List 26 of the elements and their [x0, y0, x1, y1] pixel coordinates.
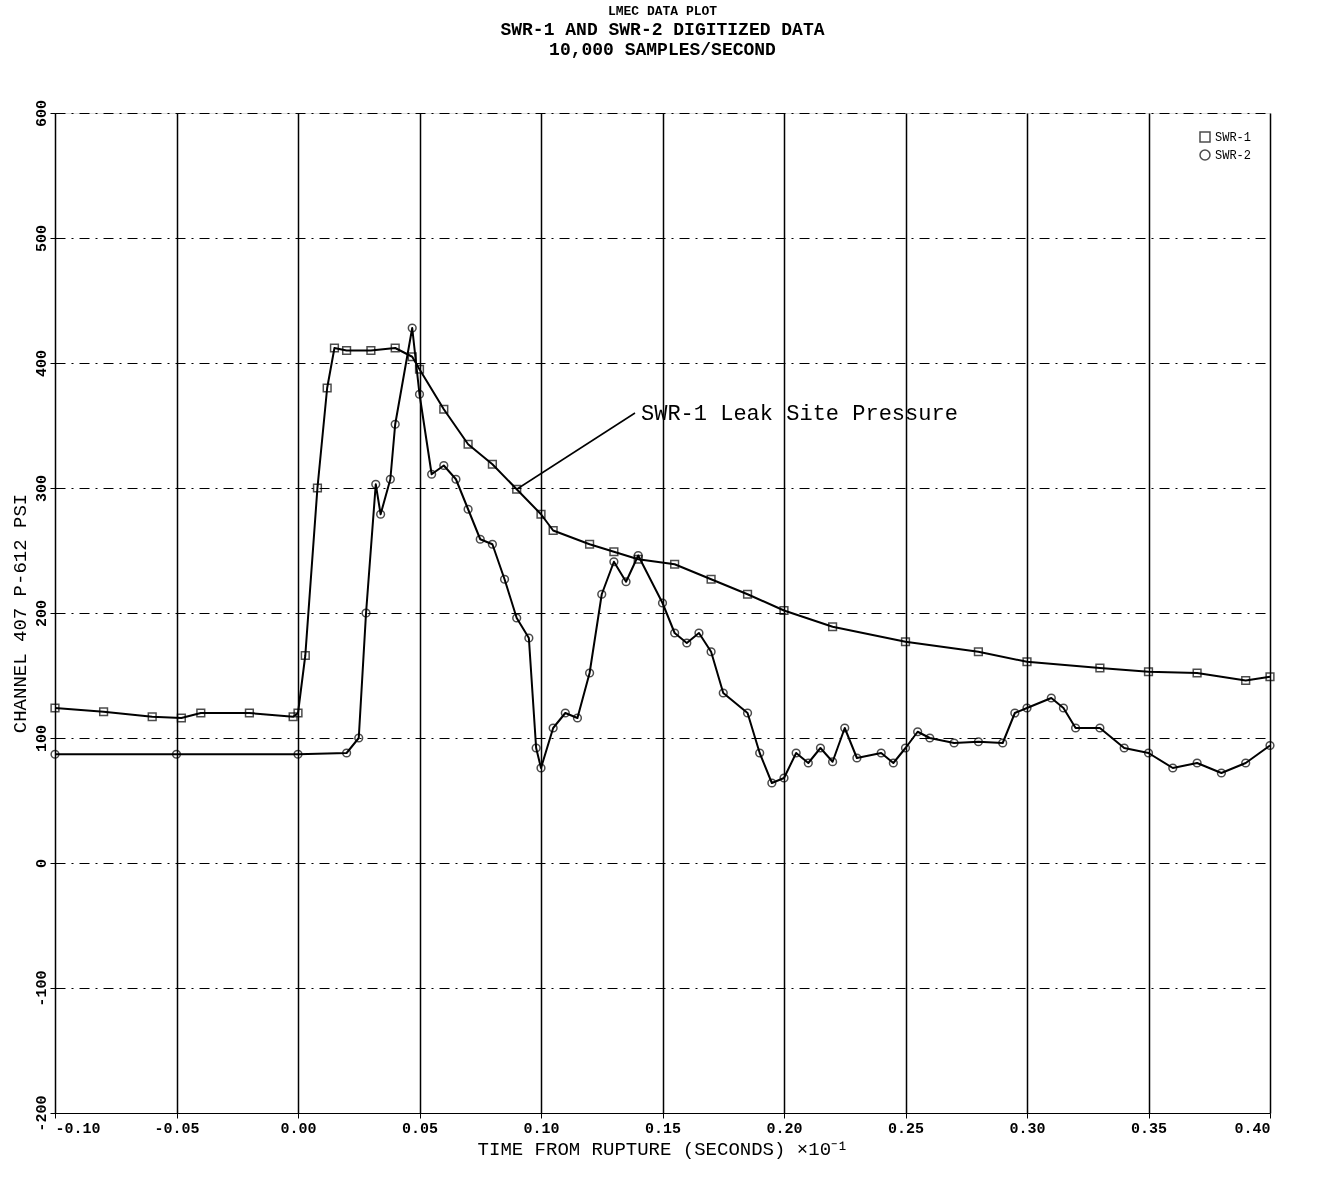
y-tick-label: 500	[33, 224, 51, 253]
x-tick-label: 0.25	[887, 1120, 925, 1138]
x-axis-title: TIME FROM RUPTURE (SECONDS) ×10⁻¹	[477, 1138, 849, 1161]
legend-label: SWR-2	[1215, 149, 1252, 163]
legend-label: SWR-1	[1215, 131, 1252, 145]
x-tick-label: 0.40	[1234, 1120, 1271, 1138]
x-tick-label: 0.10	[523, 1120, 560, 1138]
chart-subtitle: SWR-1 AND SWR-2 DIGITIZED DATA 10,000 SAMPLES/SECOND	[500, 20, 825, 61]
x-tick-label: 0.00	[280, 1120, 317, 1138]
y-axis-title: CHANNEL 407 P-612 PSI	[9, 493, 32, 734]
y-tick-label: 100	[33, 724, 51, 753]
y-tick-label: 600	[33, 99, 51, 128]
y-tick-label: 400	[33, 349, 51, 378]
y-tick-label: 300	[33, 474, 51, 503]
x-tick-label: -0.10	[55, 1120, 101, 1138]
y-tick-label: -200	[33, 1095, 51, 1132]
x-tick-label: 0.05	[401, 1120, 439, 1138]
x-tick-label: 0.35	[1130, 1120, 1168, 1138]
x-tick-label: 0.20	[766, 1120, 803, 1138]
y-tick-label: 200	[33, 599, 51, 628]
x-tick-label: -0.05	[154, 1120, 200, 1138]
x-tick-label: 0.30	[1009, 1120, 1046, 1138]
y-tick-label: -100	[33, 970, 51, 1007]
y-tick-label: 0	[33, 858, 51, 869]
x-tick-label: 0.15	[644, 1120, 682, 1138]
chart-title: LMEC DATA PLOT	[607, 4, 718, 20]
